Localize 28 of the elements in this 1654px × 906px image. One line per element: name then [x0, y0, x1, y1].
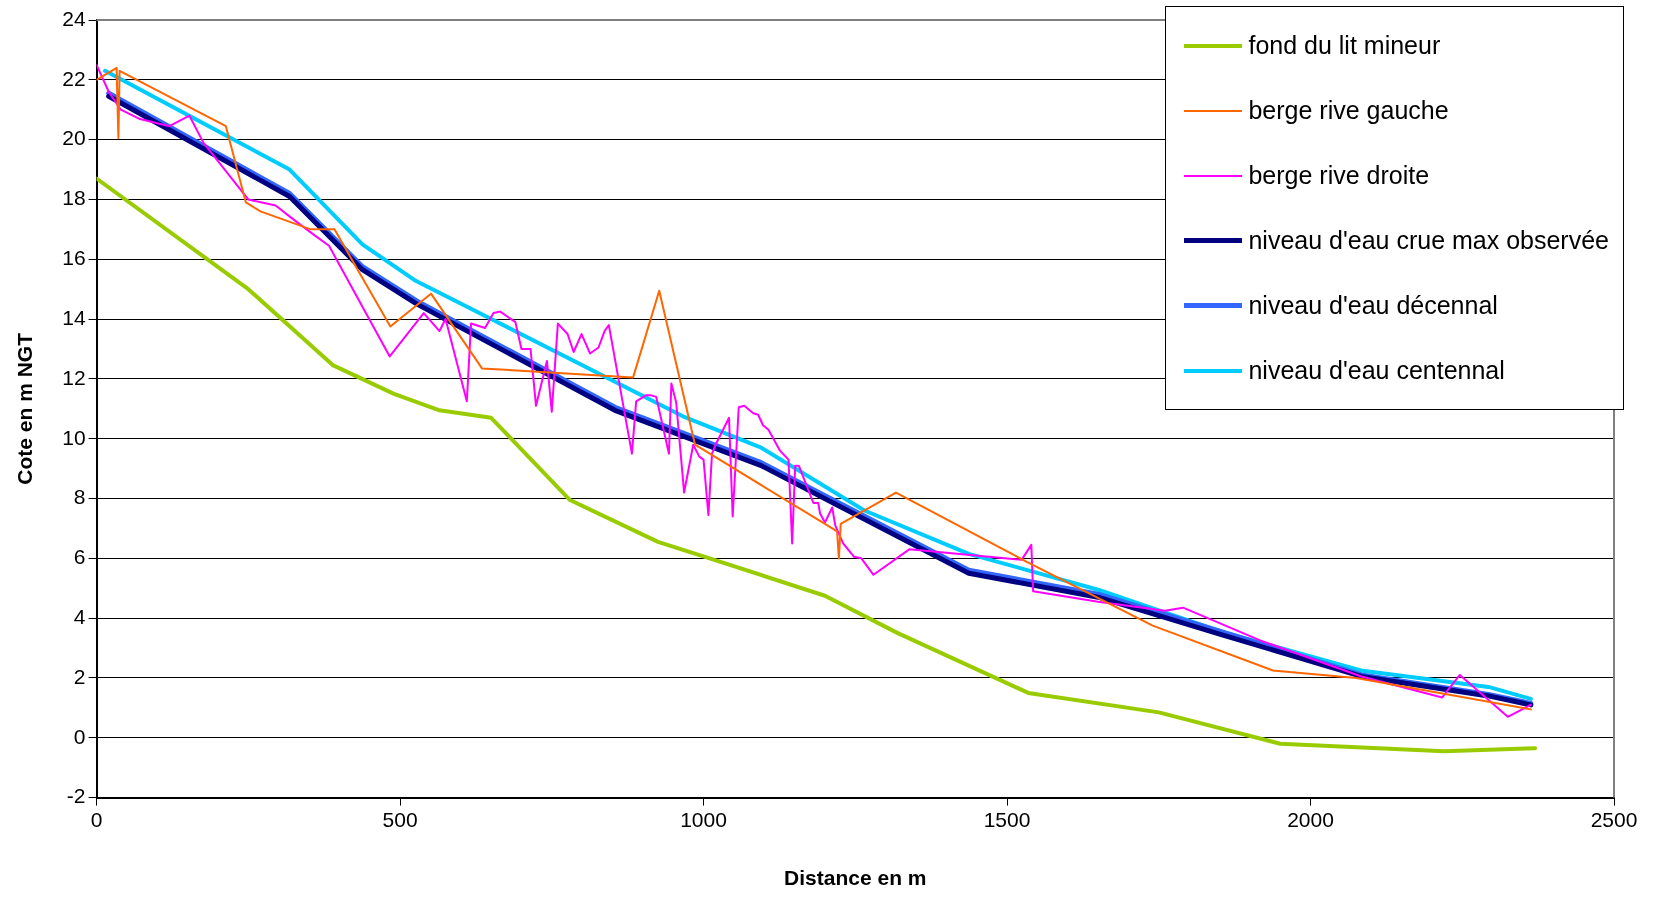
y-tick-label: 18: [62, 186, 86, 210]
legend-label: niveau d'eau décennal: [1248, 291, 1498, 320]
y-tick-label: 24: [62, 6, 86, 30]
y-tick-label: 12: [62, 365, 86, 389]
x-tick-label: 0: [90, 808, 103, 831]
y-tick-label: 2: [73, 664, 86, 688]
y-tick-label: 20: [62, 126, 86, 150]
x-axis-title: Distance en m: [784, 866, 927, 890]
y-tick-label: 10: [62, 425, 86, 449]
y-tick-label: -2: [66, 784, 86, 808]
legend-label: berge rive droite: [1248, 161, 1430, 190]
x-tick-label: 1000: [680, 808, 727, 831]
legend-label: niveau d'eau crue max observée: [1248, 226, 1609, 255]
x-tick-label: 2500: [1590, 808, 1638, 831]
legend-label: fond du lit mineur: [1248, 31, 1441, 60]
y-tick-label: 8: [73, 485, 86, 509]
y-tick-label: 14: [62, 305, 86, 329]
y-tick-label: 6: [73, 545, 86, 569]
legend-label: niveau d'eau centennal: [1248, 356, 1505, 385]
y-tick-label: 4: [73, 604, 86, 628]
x-tick-label: 2000: [1287, 808, 1334, 831]
y-tick-label: 0: [73, 724, 86, 748]
legend-label: berge rive gauche: [1248, 96, 1449, 125]
y-axis-title: Cote en m NGT: [13, 332, 37, 485]
x-tick-label: 1500: [983, 808, 1031, 831]
y-tick-label: 16: [62, 246, 86, 270]
x-tick-label: 500: [382, 808, 418, 831]
y-tick-label: 22: [62, 66, 86, 90]
